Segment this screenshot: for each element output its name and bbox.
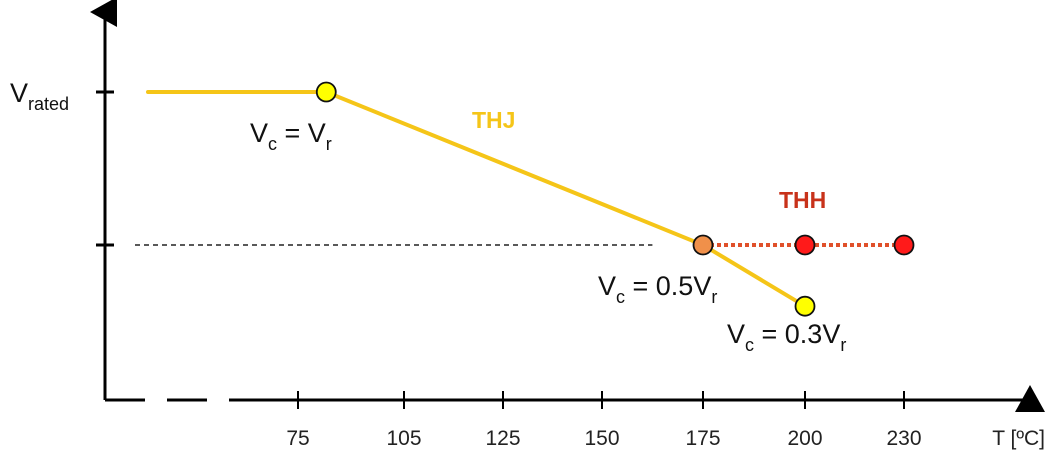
data-point-marker (315, 81, 337, 103)
series-name-label: THH (779, 187, 826, 213)
x-axis-tick-label: 105 (386, 427, 421, 450)
marker-layer (315, 81, 915, 317)
y-axis-tick-label: Vrated (10, 78, 69, 114)
data-point-marker (692, 234, 714, 256)
series-name-label: THJ (472, 107, 515, 133)
series-line-thj (146, 90, 807, 309)
annotation-subscript: r (326, 134, 332, 154)
axes: Vrated 75 105 125 150 175 200 230 T [ºC] (10, 0, 1045, 450)
annotation-label: Vc = Vr (250, 118, 332, 154)
x-axis-tick-label: 175 (685, 427, 720, 450)
y-axis-tick-label-subscript: rated (28, 94, 69, 114)
annotation-subscript: c (745, 335, 754, 355)
x-axis-tick-label: 200 (787, 427, 822, 450)
x-axis-tick-label: 75 (286, 427, 309, 450)
annotation-subscript: c (268, 134, 277, 154)
annotation-label: Vc = 0.3Vr (727, 319, 846, 355)
annotation-text: V (727, 319, 745, 349)
annotation-subscript: c (616, 287, 625, 307)
x-axis-tick-label: 125 (485, 427, 520, 450)
annotation-subscript: r (711, 287, 717, 307)
data-point-marker (794, 295, 816, 317)
data-point-marker (794, 234, 816, 256)
x-axis-tick-label: 230 (886, 427, 921, 450)
annotation-text: = V (277, 118, 326, 148)
annotation-text: = 0.5V (625, 271, 711, 301)
annotation-text: = 0.3V (754, 319, 840, 349)
annotation-text: V (250, 118, 268, 148)
annotation-subscript: r (840, 335, 846, 355)
y-axis-tick-label-main: V (10, 78, 28, 108)
annotation-text: V (598, 271, 616, 301)
x-axis-tick-label: 150 (584, 427, 619, 450)
x-axis-label: T [ºC] (992, 427, 1045, 450)
annotation-label: Vc = 0.5Vr (598, 271, 717, 307)
data-point-marker (893, 234, 915, 256)
